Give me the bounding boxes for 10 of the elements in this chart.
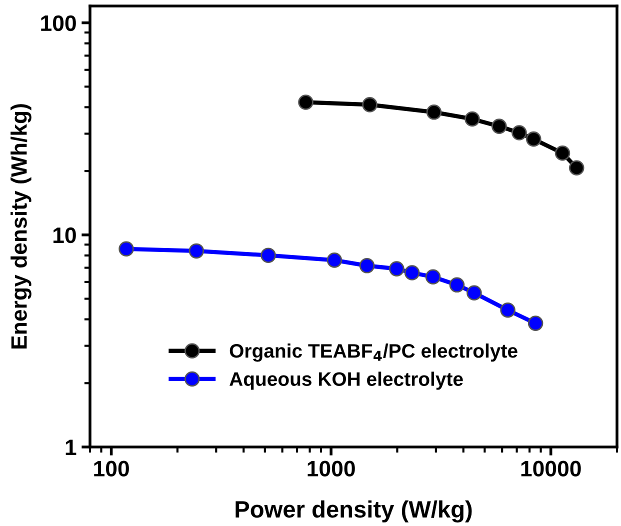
x-tick-label: 1000 [308,460,355,477]
x-tick-label: 10000 [521,460,581,477]
y-tick-label: 10 [53,227,76,244]
y-tick-label: 100 [41,15,76,32]
legend-label: Aqueous KOH electrolyte [230,372,463,390]
y-tick-label: 1 [66,440,76,456]
x-tick-label: 100 [94,460,129,477]
legend-label: Organic TEABF$_{4}$/PC electrolyte [230,343,518,362]
y-axis-title: Energy density (Wh/kg) [10,104,32,348]
x-axis-title: Power density (W/kg) [236,500,472,522]
